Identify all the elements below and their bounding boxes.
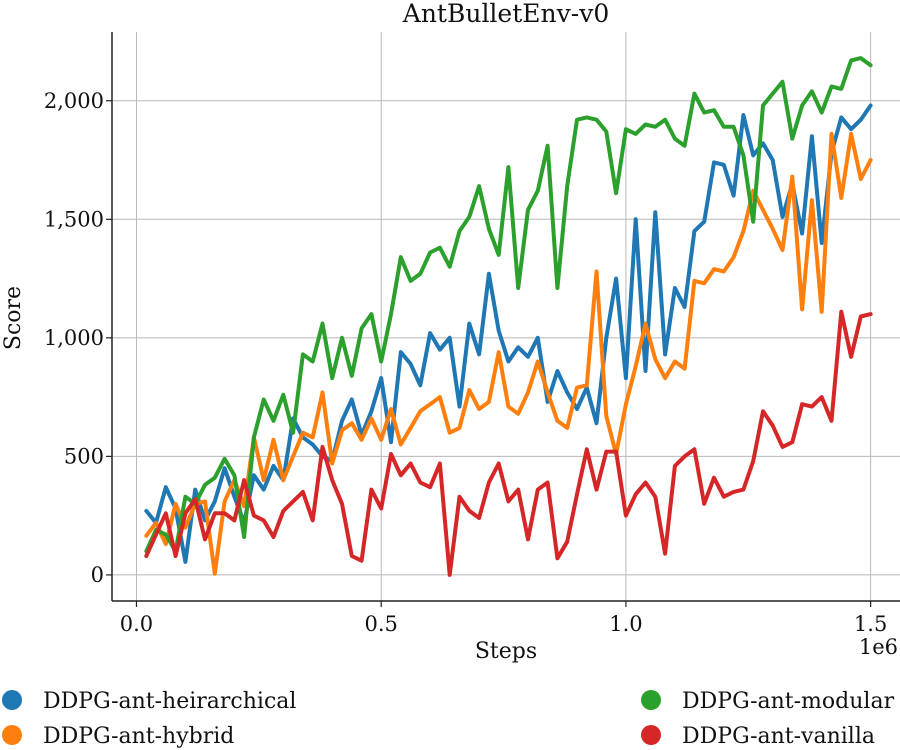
legend-marker (2, 725, 22, 745)
x-tick-label: 1.0 (609, 612, 642, 636)
y-tick-label: 500 (64, 444, 104, 468)
legend-label: DDPG-ant-heirarchical (43, 689, 296, 714)
legend-marker (2, 690, 22, 710)
legend-label: DDPG-ant-hybrid (43, 724, 234, 749)
legend-label: DDPG-ant-modular (682, 689, 895, 714)
chart-title: AntBulletEnv-v0 (402, 0, 609, 28)
y-tick-label: 1,000 (44, 326, 104, 350)
y-axis-label: Score (1, 286, 26, 350)
tick-labels: 0.0 0.5 1.0 1.5 0 500 1,000 1,500 2,000 (44, 89, 887, 636)
y-tick-label: 0 (91, 563, 104, 587)
y-tick-label: 1,500 (44, 207, 104, 231)
legend: DDPG-ant-heirarchical DDPG-ant-hybrid DDPG… (2, 689, 895, 749)
x-tick-label: 1.5 (854, 612, 887, 636)
x-tick-label: 0.0 (120, 612, 153, 636)
y-tick-label: 2,000 (44, 89, 104, 113)
series-line-ddpg-ant-vanilla (144, 309, 873, 577)
legend-label: DDPG-ant-vanilla (682, 724, 875, 749)
x-axis-label: Steps (475, 639, 537, 664)
series-line-ddpg-ant-hybrid (144, 131, 873, 576)
series-line-ddpg-ant-modular (144, 56, 873, 554)
series-lines (144, 56, 873, 577)
legend-marker (641, 725, 661, 745)
x-axis-offset-label: 1e6 (859, 635, 898, 659)
legend-marker (641, 690, 661, 710)
x-tick-label: 0.5 (364, 612, 397, 636)
series-line-ddpg-ant-heirarchical (144, 103, 873, 564)
